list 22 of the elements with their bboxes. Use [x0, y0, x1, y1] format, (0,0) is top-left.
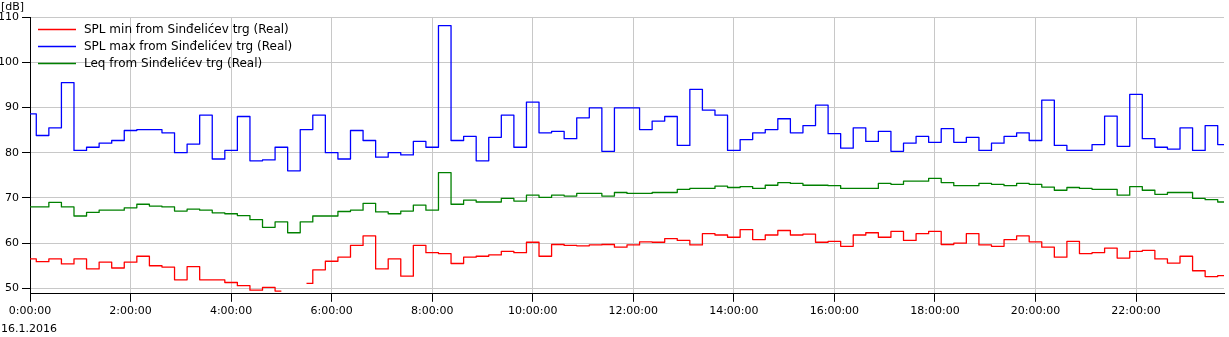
text: 16.1.2016 — [1, 322, 57, 336]
y-tick-label: 50 — [5, 281, 19, 295]
x-tick-label: 4:00:00 — [209, 304, 253, 318]
y-tick-label: 70 — [5, 190, 19, 204]
x-tick-label: 18:00:00 — [910, 304, 960, 318]
x-tick-label: 12:00:00 — [608, 304, 658, 318]
x-tick-label: 14:00:00 — [709, 304, 759, 318]
legend-label: SPL min from Sinđelićev trg (Real) — [84, 21, 289, 36]
x-tick-label: 6:00:00 — [310, 304, 353, 318]
x-tick-label: 8:00:00 — [410, 304, 454, 318]
x-tick-label: 20:00:00 — [1010, 304, 1061, 318]
x-tick-label: 22:00:00 — [1111, 304, 1161, 318]
legend-label: Leq from Sinđelićev trg (Real) — [84, 55, 263, 70]
y-tick-label: 100 — [0, 55, 19, 69]
y-tick-label: 90 — [5, 100, 19, 114]
legend-label: SPL max from Sinđelićev trg (Real) — [84, 38, 293, 53]
x-tick-label: 2:00:00 — [109, 304, 152, 318]
y-tick-label: 80 — [5, 145, 19, 159]
x-tick-label: 16:00:00 — [809, 304, 860, 318]
x-tick-label: 10:00:00 — [508, 304, 558, 318]
x-tick-label: 0:00:00 — [8, 304, 52, 318]
y-tick-label: 60 — [5, 236, 19, 249]
